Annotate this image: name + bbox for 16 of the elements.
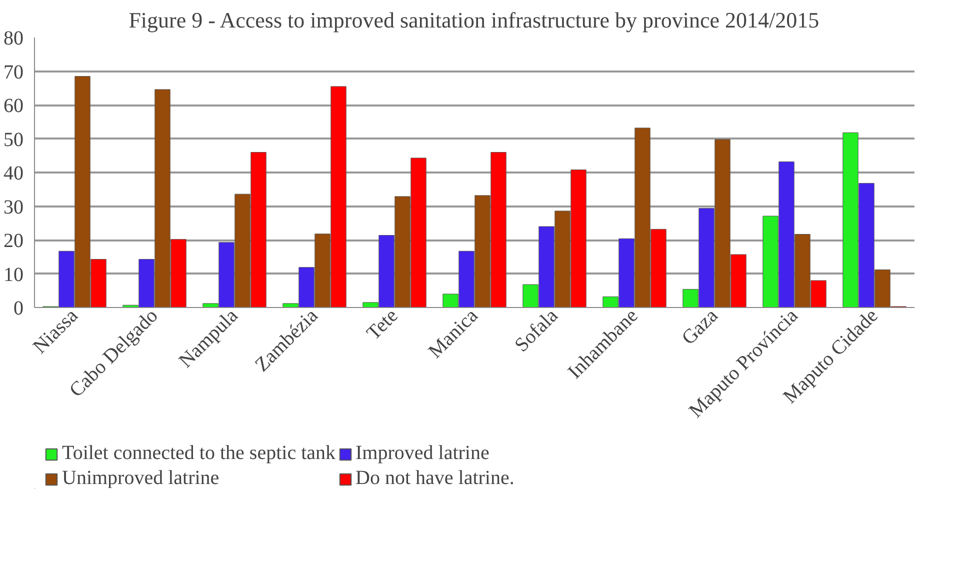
- y-tick-label: 40: [4, 162, 24, 184]
- legend-label: Do not have latrine.: [356, 467, 514, 490]
- legend-label: Improved latrine: [356, 442, 490, 465]
- y-tick-label: 60: [4, 95, 24, 117]
- chart-title: Figure 9 - Access to improved sanitation infrastructure by province 2014/2015: [128, 8, 820, 32]
- legend-label: Toilet connected to the septic tank: [62, 442, 336, 465]
- y-tick-label: 70: [4, 61, 24, 84]
- y-tick-label: 50: [4, 128, 24, 151]
- y-tick-label: 0: [14, 298, 24, 320]
- y-tick-label: 80: [4, 28, 24, 50]
- x-tick-label: Gaza: [678, 304, 722, 350]
- y-tick-label: 20: [4, 230, 24, 252]
- legend-label: Unimproved latrine: [62, 467, 220, 490]
- y-tick-label: 10: [4, 264, 24, 286]
- y-tick-label: 30: [4, 196, 24, 218]
- x-tick-label: Tete: [362, 304, 402, 344]
